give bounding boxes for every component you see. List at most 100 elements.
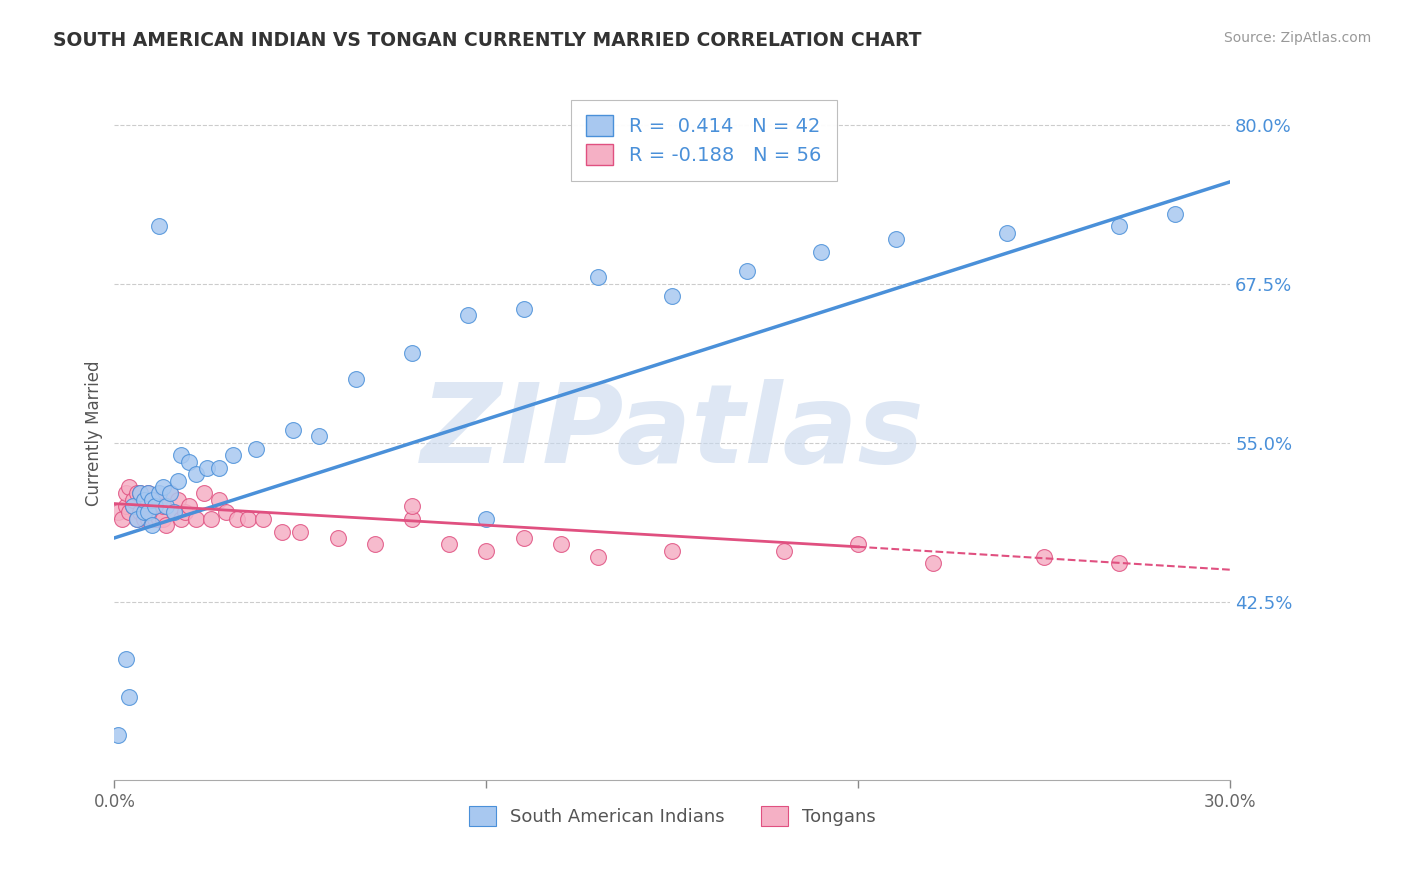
Point bbox=[186, 512, 208, 526]
Point bbox=[512, 301, 534, 316]
Point bbox=[125, 512, 148, 526]
Point bbox=[122, 499, 145, 513]
Point bbox=[290, 524, 312, 539]
Point bbox=[170, 512, 193, 526]
Point bbox=[118, 690, 141, 704]
Point bbox=[281, 423, 304, 437]
Point bbox=[1163, 206, 1185, 220]
Point bbox=[1108, 219, 1130, 234]
Point bbox=[921, 557, 943, 571]
Point bbox=[163, 506, 186, 520]
Point bbox=[512, 531, 534, 545]
Point bbox=[661, 543, 683, 558]
Point bbox=[152, 512, 174, 526]
Point bbox=[129, 486, 152, 500]
Point bbox=[252, 512, 274, 526]
Point bbox=[114, 486, 136, 500]
Point bbox=[143, 492, 166, 507]
Point bbox=[215, 506, 238, 520]
Point bbox=[995, 226, 1018, 240]
Point bbox=[773, 543, 796, 558]
Point bbox=[475, 512, 498, 526]
Point bbox=[401, 346, 423, 360]
Point bbox=[170, 448, 193, 462]
Point bbox=[114, 652, 136, 666]
Point bbox=[586, 549, 609, 564]
Point bbox=[207, 492, 229, 507]
Point bbox=[122, 492, 145, 507]
Point bbox=[134, 492, 156, 507]
Point bbox=[475, 543, 498, 558]
Point bbox=[810, 244, 832, 259]
Point bbox=[118, 480, 141, 494]
Point bbox=[238, 512, 260, 526]
Point bbox=[136, 512, 159, 526]
Point bbox=[308, 429, 330, 443]
Point bbox=[1108, 557, 1130, 571]
Point bbox=[661, 289, 683, 303]
Point bbox=[129, 506, 152, 520]
Text: ZIPatlas: ZIPatlas bbox=[420, 379, 924, 486]
Point bbox=[166, 492, 188, 507]
Point bbox=[125, 512, 148, 526]
Point bbox=[155, 499, 177, 513]
Point bbox=[141, 518, 163, 533]
Point bbox=[143, 499, 166, 513]
Point bbox=[177, 454, 200, 468]
Point bbox=[141, 492, 163, 507]
Point bbox=[437, 537, 460, 551]
Point bbox=[193, 486, 215, 500]
Point bbox=[207, 461, 229, 475]
Point bbox=[122, 499, 145, 513]
Point bbox=[136, 486, 159, 500]
Point bbox=[134, 506, 156, 520]
Point bbox=[114, 499, 136, 513]
Point bbox=[1033, 549, 1056, 564]
Point bbox=[134, 492, 156, 507]
Point bbox=[159, 486, 181, 500]
Point bbox=[118, 506, 141, 520]
Point bbox=[136, 486, 159, 500]
Point bbox=[550, 537, 572, 551]
Point bbox=[848, 537, 870, 551]
Point bbox=[141, 499, 163, 513]
Point bbox=[107, 728, 129, 742]
Point bbox=[148, 512, 170, 526]
Point bbox=[107, 506, 129, 520]
Y-axis label: Currently Married: Currently Married bbox=[86, 360, 103, 506]
Point bbox=[155, 518, 177, 533]
Point bbox=[226, 512, 249, 526]
Point bbox=[177, 499, 200, 513]
Point bbox=[200, 512, 222, 526]
Legend: South American Indians, Tongans: South American Indians, Tongans bbox=[461, 798, 883, 833]
Point bbox=[148, 219, 170, 234]
Point bbox=[143, 512, 166, 526]
Point bbox=[735, 264, 758, 278]
Point bbox=[159, 486, 181, 500]
Point bbox=[364, 537, 387, 551]
Point bbox=[136, 506, 159, 520]
Point bbox=[111, 512, 134, 526]
Point bbox=[166, 474, 188, 488]
Point bbox=[152, 480, 174, 494]
Point bbox=[222, 448, 245, 462]
Text: SOUTH AMERICAN INDIAN VS TONGAN CURRENTLY MARRIED CORRELATION CHART: SOUTH AMERICAN INDIAN VS TONGAN CURRENTL… bbox=[53, 31, 922, 50]
Point bbox=[401, 499, 423, 513]
Point bbox=[141, 512, 163, 526]
Point bbox=[129, 486, 152, 500]
Point bbox=[270, 524, 292, 539]
Point bbox=[401, 512, 423, 526]
Point bbox=[148, 486, 170, 500]
Point bbox=[586, 270, 609, 285]
Point bbox=[174, 506, 197, 520]
Point bbox=[245, 442, 267, 456]
Point bbox=[163, 506, 186, 520]
Point bbox=[457, 309, 479, 323]
Point bbox=[344, 372, 367, 386]
Point bbox=[197, 461, 219, 475]
Point bbox=[125, 486, 148, 500]
Point bbox=[884, 232, 907, 246]
Point bbox=[152, 499, 174, 513]
Point bbox=[148, 492, 170, 507]
Text: Source: ZipAtlas.com: Source: ZipAtlas.com bbox=[1223, 31, 1371, 45]
